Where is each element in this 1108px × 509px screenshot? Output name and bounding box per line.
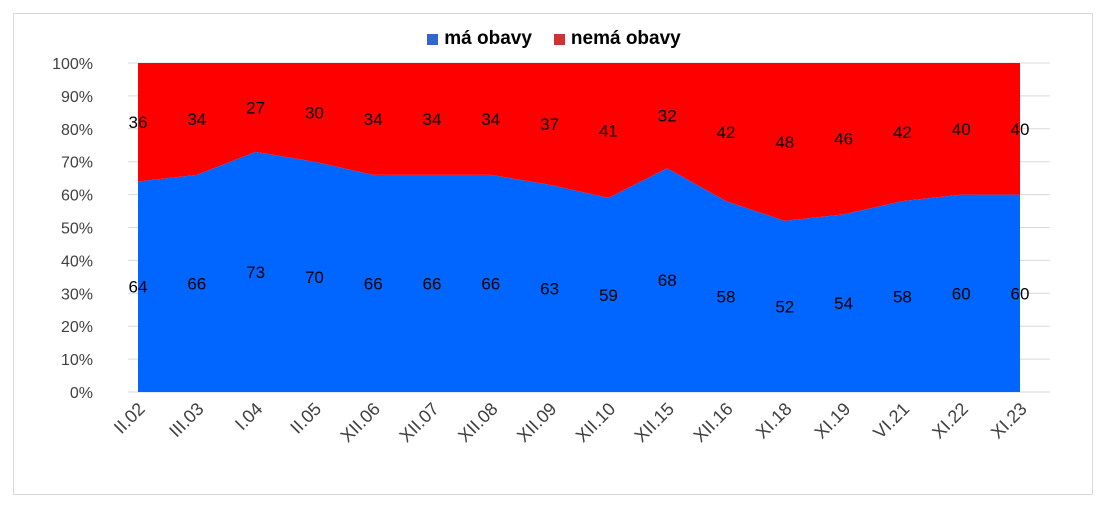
x-tick-label: XII.15 [631, 399, 678, 446]
data-label-series-0: 64 [129, 278, 148, 297]
data-label-series-1: 41 [599, 121, 618, 140]
data-label-series-0: 52 [775, 297, 794, 316]
area-series-0 [138, 151, 1020, 392]
y-tick-label: 50% [61, 221, 93, 238]
data-label-series-0: 58 [717, 288, 736, 307]
legend-swatch-nema-obavy [553, 33, 565, 45]
data-label-series-1: 42 [717, 123, 736, 142]
data-label-series-1: 32 [658, 107, 677, 126]
chart-frame [13, 13, 1093, 495]
data-label-series-0: 60 [952, 284, 971, 303]
data-label-series-1: 46 [834, 130, 853, 149]
y-tick-label: 100% [52, 56, 93, 73]
data-label-series-1: 40 [1011, 120, 1030, 139]
area-series-1 [138, 63, 1020, 221]
y-tick-label: 60% [61, 188, 93, 205]
data-label-series-0: 66 [481, 274, 500, 293]
x-tick-label: II.05 [286, 399, 325, 438]
data-label-series-1: 27 [246, 98, 265, 117]
data-label-series-0: 63 [540, 279, 559, 298]
data-label-series-1: 34 [481, 110, 500, 129]
x-tick-label: XII.09 [513, 399, 560, 446]
y-tick-label: 0% [70, 385, 93, 402]
y-tick-label: 20% [61, 319, 93, 336]
x-tick-label: VI.21 [869, 399, 913, 443]
legend-item-ma-obavy: má obavy [427, 28, 532, 50]
x-tick-label: XI.19 [811, 399, 855, 443]
x-tick-label: XI.23 [987, 399, 1031, 443]
legend: má obavy nemá obavy [0, 28, 1108, 50]
data-label-series-1: 30 [305, 103, 324, 122]
legend-label-ma-obavy: má obavy [444, 28, 532, 49]
data-label-series-1: 42 [893, 123, 912, 142]
data-label-series-0: 70 [305, 268, 324, 287]
x-tick-label: XII.08 [454, 399, 501, 446]
x-tick-label: XII.10 [572, 399, 619, 446]
data-label-series-1: 34 [364, 110, 383, 129]
data-label-series-0: 66 [423, 274, 442, 293]
data-label-series-0: 58 [893, 288, 912, 307]
data-label-series-0: 54 [834, 294, 853, 313]
legend-swatch-ma-obavy [427, 33, 439, 45]
x-tick-label: XI.22 [928, 399, 972, 443]
data-label-series-1: 40 [952, 120, 971, 139]
legend-item-nema-obavy: nemá obavy [553, 28, 681, 50]
x-tick-label: III.03 [165, 399, 207, 441]
data-label-series-0: 66 [364, 274, 383, 293]
data-label-series-0: 68 [658, 271, 677, 290]
data-label-series-0: 73 [246, 263, 265, 282]
data-label-series-1: 34 [187, 110, 206, 129]
y-tick-label: 10% [61, 352, 93, 369]
data-label-series-0: 60 [1011, 284, 1030, 303]
x-tick-label: XII.06 [337, 399, 384, 446]
y-tick-label: 30% [61, 286, 93, 303]
data-label-series-1: 36 [129, 113, 148, 132]
y-tick-label: 90% [61, 89, 93, 106]
x-tick-label: I.04 [231, 399, 266, 434]
x-tick-label: II.02 [110, 399, 149, 438]
x-tick-label: XII.16 [689, 399, 736, 446]
x-tick-label: XII.07 [395, 399, 442, 446]
y-tick-label: 70% [61, 155, 93, 172]
data-label-series-0: 66 [187, 274, 206, 293]
data-label-series-1: 48 [775, 133, 794, 152]
y-tick-label: 80% [61, 122, 93, 139]
data-label-series-0: 59 [599, 286, 618, 305]
legend-label-nema-obavy: nemá obavy [570, 28, 681, 49]
data-label-series-1: 34 [423, 110, 442, 129]
data-label-series-1: 37 [540, 115, 559, 134]
y-tick-label: 40% [61, 253, 93, 270]
x-tick-label: XI.18 [752, 399, 796, 443]
